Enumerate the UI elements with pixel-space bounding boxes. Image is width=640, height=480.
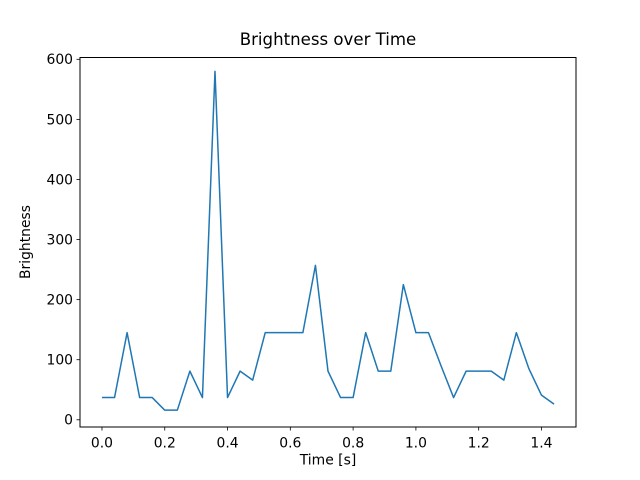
y-tick-label: 200 — [46, 293, 73, 309]
x-tick-label: 0.6 — [279, 436, 301, 452]
plot-frame — [79, 57, 577, 428]
data-series-group — [101, 70, 555, 411]
y-tick-label: 400 — [46, 172, 73, 188]
x-axis-label: Time [s] — [299, 453, 357, 469]
y-axis-ticks: 0 100 200 300 400 500 600 — [46, 52, 80, 429]
x-tick-label: 0.4 — [216, 436, 238, 452]
chart-title: Brightness over Time — [240, 30, 417, 49]
x-tick-label: 0.2 — [154, 436, 176, 452]
x-tick-label: 1.2 — [468, 436, 490, 452]
y-tick-label: 0 — [64, 413, 73, 429]
y-tick-label: 600 — [46, 52, 73, 68]
y-tick-label: 300 — [46, 232, 73, 248]
x-tick-label: 0.0 — [91, 436, 113, 452]
x-axis-ticks: 0.0 0.2 0.4 0.6 0.8 1.0 1.2 1.4 — [91, 427, 553, 452]
y-tick-label: 500 — [46, 112, 73, 128]
x-tick-label: 1.4 — [530, 436, 552, 452]
x-tick-label: 0.8 — [342, 436, 364, 452]
x-tick-label: 1.0 — [405, 436, 427, 452]
brightness-line-series — [101, 70, 555, 411]
y-axis-label: Brightness — [18, 205, 34, 279]
y-tick-label: 100 — [46, 353, 73, 369]
